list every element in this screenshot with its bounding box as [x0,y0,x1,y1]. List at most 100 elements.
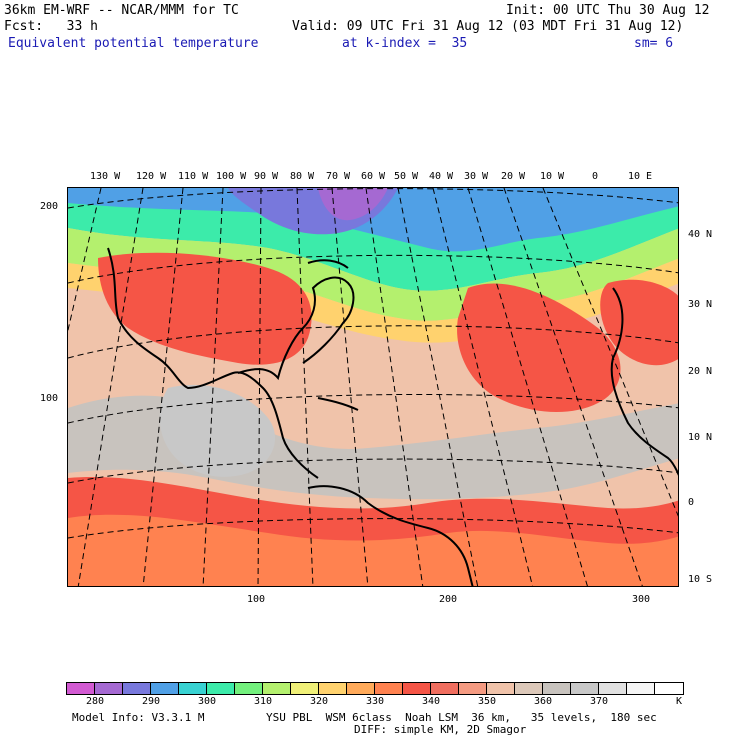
field-band-335-south [68,514,678,586]
lon-label: 130 W [90,171,121,182]
parallel-40n [68,254,678,284]
colorbar-label: 320 [310,696,329,707]
lon-label: 90 W [254,171,279,182]
colorbar-swatch [431,683,459,694]
model-title: 36km EM-WRF -- NCAR/MMM for TC [4,3,239,18]
colorbar-label: 350 [478,696,497,707]
coastline-africa [610,287,678,476]
meridian-60w [365,188,424,586]
init-time: Init: 00 UTC Thu 30 Aug 12 [506,3,710,18]
colorbar-swatch [263,683,291,694]
lon-label: 10 E [628,171,653,182]
parallel-10n [68,458,678,484]
diffusion-info: DIFF: simple KM, 2D Smagor [354,723,527,736]
colorbar-swatch [319,683,347,694]
meridian-110w [142,188,184,586]
lat-label: 10 S [688,574,713,585]
model-info: Model Info: V3.3.1 M [72,711,205,724]
colorbar-label: 300 [198,696,217,707]
colorbar-swatch [207,683,235,694]
valid-time: Valid: 09 UTC Fri 31 Aug 12 (03 MDT Fri … [292,19,684,34]
meridian-80w [296,188,314,586]
lon-label: 30 W [464,171,489,182]
meridian-70w [331,188,369,586]
graticule [68,188,678,586]
lon-label: 120 W [136,171,167,182]
lon-label: 100 W [216,171,247,182]
field-name: Equivalent potential temperature [8,36,259,51]
colorbar-swatch [543,683,571,694]
field-band-300 [68,188,678,252]
coastline-north-america-west [107,247,319,479]
theta-e-map [67,187,679,587]
coastline-great-lakes [307,259,349,269]
coastline-north-america-east [237,276,355,381]
field-band-280 [318,188,388,221]
meridian-100w [202,188,224,586]
colorbar-label: 290 [142,696,161,707]
colorbar-swatch [123,683,151,694]
meridian-50w [397,188,479,586]
colorbar-swatch [375,683,403,694]
coastline-south-america [307,485,474,586]
colorbar-label: 310 [254,696,273,707]
colorbar-swatch [515,683,543,694]
level-label: at k-index = 35 [342,36,468,51]
lon-label: 60 W [361,171,386,182]
colorbar-swatch [487,683,515,694]
colorbar-label: 360 [534,696,553,707]
colorbar-swatch [151,683,179,694]
lat-label: 10 N [688,432,713,443]
colorbar-label: 330 [366,696,385,707]
physics-info: YSU PBL WSM 6class Noah LSM 36 km, 35 le… [266,711,657,724]
smoothing-label: sm= 6 [634,36,674,51]
meridian-90w [257,188,262,586]
colorbar-swatch [655,683,683,694]
parallel-20n [68,393,678,424]
lon-label: 80 W [290,171,315,182]
y-grid-label: 200 [40,201,59,212]
colorbar-swatch [459,683,487,694]
field-band-365 [159,384,276,477]
colorbar-swatch [179,683,207,694]
colorbar-swatch [235,683,263,694]
lon-label: 0 [592,171,599,182]
colorbar-swatch [291,683,319,694]
colorbar-swatch [67,683,95,694]
colorbar-swatch [347,683,375,694]
coastlines [107,247,678,586]
parallel-50n [68,188,678,209]
x-grid-label: 100 [247,594,266,605]
parallel-0 [68,518,678,539]
lon-label: 50 W [394,171,419,182]
colorbar [66,682,684,695]
lon-label: 40 W [429,171,454,182]
lat-label: 0 [688,497,695,508]
lat-label: 40 N [688,229,713,240]
meridian-20w [503,188,643,586]
colorbar-swatch [403,683,431,694]
lat-label: 30 N [688,299,713,310]
lat-label: 20 N [688,366,713,377]
x-grid-label: 300 [632,594,651,605]
colorbar-unit: K [676,696,683,707]
colorbar-swatch [599,683,627,694]
lon-label: 70 W [326,171,351,182]
colorbar-swatch [95,683,123,694]
colorbar-label: 340 [422,696,441,707]
map-canvas [68,188,678,586]
lon-label: 10 W [540,171,565,182]
field-band-340-atlantic [457,283,621,413]
forecast-hour: Fcst: 33 h [4,19,98,34]
meridian-40w [432,188,534,586]
x-grid-label: 200 [439,594,458,605]
meridian-120w [77,188,144,586]
colorbar-swatch [571,683,599,694]
colorbar-swatch [627,683,655,694]
coastline-cuba [317,397,359,411]
colorbar-label: 370 [590,696,609,707]
meridian-10w [542,188,678,517]
y-grid-label: 100 [40,393,59,404]
lon-label: 110 W [178,171,209,182]
lon-label: 20 W [501,171,526,182]
